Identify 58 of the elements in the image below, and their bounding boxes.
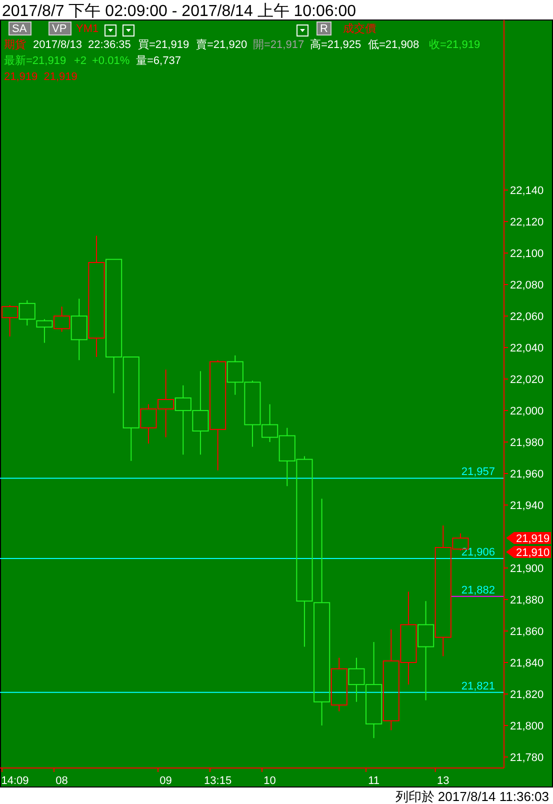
candlestick	[54, 306, 70, 332]
candlestick	[330, 657, 348, 712]
y-tick-label: 22,000	[510, 406, 544, 418]
x-tick-label: 13	[437, 775, 450, 787]
annotation: 成交價	[343, 22, 376, 35]
y-tick-label: 21,940	[510, 500, 544, 512]
x-tick-label: 09	[160, 775, 172, 787]
ref-line-label: 21,821	[461, 680, 495, 692]
text: 21,910	[516, 547, 550, 559]
y-tick-label: 22,060	[510, 311, 544, 324]
annotation: 開=21,917	[253, 39, 304, 51]
x-tick-label: 08	[56, 775, 68, 787]
y-tick-label: 21,860	[510, 626, 544, 638]
candlestick	[418, 600, 434, 701]
annotation: 高=21,925	[310, 38, 362, 51]
candlestick	[88, 235, 105, 358]
text: 列印於 2017/8/14 11:36:03	[395, 789, 549, 804]
y-tick-label: 21,980	[510, 437, 544, 450]
ref-line-label: 21,906	[461, 546, 495, 559]
x-tick-label: 11	[368, 775, 380, 787]
annotation: +0.01%	[92, 55, 130, 67]
annotation: 期貨	[4, 38, 26, 51]
y-tick-label: 21,960	[510, 468, 544, 481]
annotation: 賣=21,920	[196, 38, 248, 51]
y-tick-label: 21,820	[510, 688, 544, 701]
y-tick-label: 22,040	[510, 342, 544, 355]
annotation: 2017/8/13 22:36:35	[33, 39, 131, 51]
annotation: 收=21,919	[429, 39, 480, 51]
y-tick-label: 22,020	[510, 374, 544, 386]
y-tick-label: 21,900	[510, 563, 544, 576]
y-tick-label: 22,140	[510, 185, 544, 198]
y-tick-label: 21,800	[510, 720, 544, 732]
annotation: 最新=21,919	[4, 54, 66, 67]
annotation: VP	[52, 23, 67, 35]
ref-line-label: 21,957	[461, 466, 495, 478]
y-tick-label: 21,780	[510, 752, 544, 764]
annotation: SA	[12, 23, 28, 35]
text: 21,919	[516, 533, 550, 545]
annotation: R	[320, 23, 328, 35]
candlestick	[36, 318, 53, 344]
annotation: 21,919 21,919	[4, 71, 78, 83]
y-tick-label: 22,080	[510, 280, 544, 292]
x-tick-label: 14:09	[1, 775, 29, 787]
chart-title: 2017/8/7 下午 02:09:00 - 2017/8/14 上午 10:06:00	[2, 2, 356, 20]
y-tick-label: 22,100	[510, 248, 544, 260]
annotation: 買=21,919	[138, 39, 190, 51]
annotation: 量=6,737	[136, 55, 181, 67]
annotation: YM1	[76, 23, 99, 35]
y-tick-label: 21,880	[510, 594, 544, 607]
candlestick	[314, 498, 330, 726]
y-tick-label: 22,120	[510, 216, 544, 229]
y-tick-label: 21,840	[510, 657, 544, 670]
annotation: 低=21,908	[368, 39, 420, 51]
candlestick	[70, 298, 88, 361]
ref-line-label: 21,882	[461, 584, 495, 596]
x-tick-label: 10	[264, 775, 276, 787]
annotation: +2	[74, 55, 87, 67]
x-tick-label: 13:15	[204, 775, 232, 787]
